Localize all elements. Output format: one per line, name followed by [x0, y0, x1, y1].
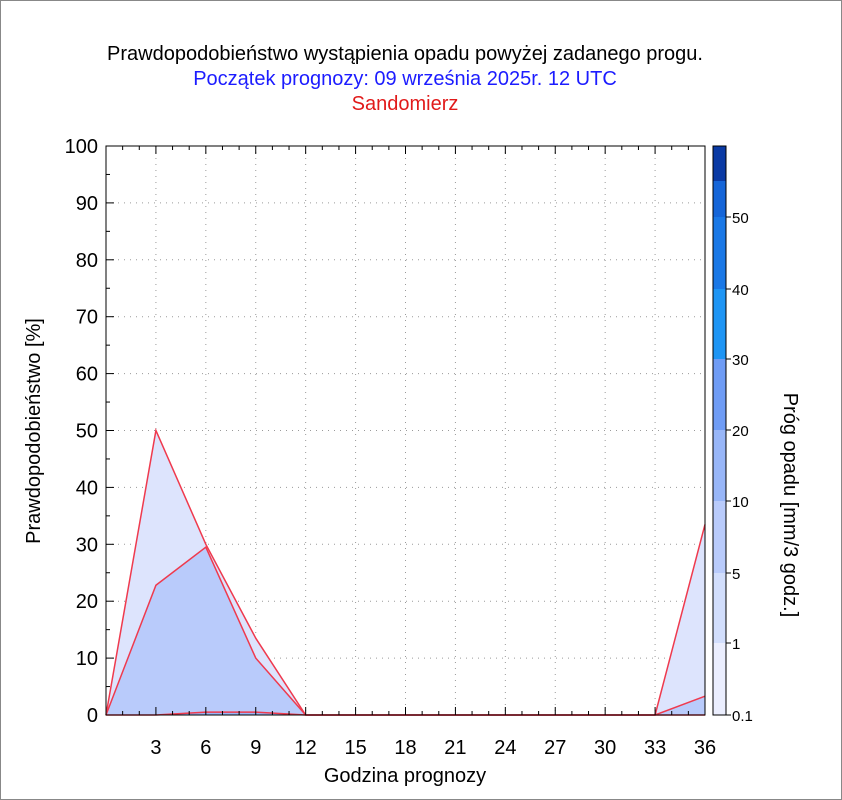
- colorbar-label: Próg opadu [mm/3 godz.]: [779, 393, 801, 618]
- colorbar-segment: [713, 573, 726, 643]
- colorbar-segment: [713, 359, 726, 430]
- colorbar-tick-label: 1: [732, 636, 740, 653]
- colorbar-segment: [713, 643, 726, 715]
- chart-location: Sandomierz: [351, 93, 459, 115]
- colorbar-tick-label: 20: [732, 423, 749, 440]
- colorbar-segment: [713, 217, 726, 289]
- x-tick-label: 33: [644, 737, 666, 759]
- colorbar-tick-label: 40: [732, 282, 749, 299]
- x-tick-label: 24: [494, 737, 516, 759]
- y-tick-label: 0: [87, 705, 98, 727]
- y-axis-label: Prawdopodobieństwo [%]: [23, 318, 45, 544]
- colorbar-segment: [713, 501, 726, 573]
- x-tick-label: 3: [150, 737, 161, 759]
- y-tick-label: 80: [76, 250, 98, 272]
- colorbar: 0.1 1 5 10 20 30 40 50: [712, 145, 753, 725]
- colorbar-tick-label: 10: [732, 494, 749, 511]
- y-tick-label: 10: [76, 648, 98, 670]
- colorbar-segment-top: [713, 146, 726, 181]
- x-tick-label: 21: [444, 737, 466, 759]
- colorbar-segment: [713, 430, 726, 501]
- colorbar-tick-label: 0.1: [732, 708, 753, 725]
- x-tick-label: 6: [200, 737, 211, 759]
- colorbar-tick-label: 50: [732, 210, 749, 227]
- y-tick-label: 100: [65, 136, 98, 158]
- x-axis-label: Godzina prognozy: [324, 765, 486, 787]
- chart-subtitle: Początek prognozy: 09 września 2025r. 12…: [193, 68, 617, 90]
- x-tick-label: 27: [544, 737, 566, 759]
- area-threshold-1: [106, 547, 705, 715]
- y-tick-label: 70: [76, 307, 98, 329]
- x-tick-label: 9: [250, 737, 261, 759]
- y-tick-label: 60: [76, 364, 98, 386]
- y-tick-label: 50: [76, 421, 98, 443]
- x-tick-label: 15: [344, 737, 366, 759]
- colorbar-segment: [713, 289, 726, 359]
- ticks: [106, 145, 706, 716]
- y-tick-label: 30: [76, 534, 98, 556]
- y-tick-label: 90: [76, 193, 98, 215]
- area-threshold-0_1: [106, 430, 705, 715]
- x-tick-label: 30: [594, 737, 616, 759]
- x-tick-label: 18: [394, 737, 416, 759]
- chart-title: Prawdopodobieństwo wystąpienia opadu pow…: [107, 43, 703, 65]
- y-tick-label: 40: [76, 477, 98, 499]
- x-tick-label: 36: [694, 737, 716, 759]
- colorbar-tick-label: 30: [732, 352, 749, 369]
- colorbar-tick-label: 5: [732, 566, 740, 583]
- y-tick-label: 20: [76, 591, 98, 613]
- x-tick-label: 12: [295, 737, 317, 759]
